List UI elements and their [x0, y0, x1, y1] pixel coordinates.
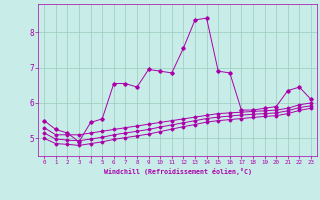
X-axis label: Windchill (Refroidissement éolien,°C): Windchill (Refroidissement éolien,°C)	[104, 168, 252, 175]
